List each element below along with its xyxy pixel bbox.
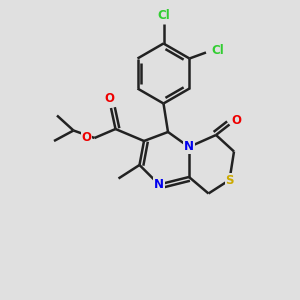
Text: Cl: Cl — [157, 9, 170, 22]
Text: O: O — [231, 114, 241, 127]
Text: Cl: Cl — [211, 44, 224, 58]
Text: N: N — [154, 178, 164, 191]
Text: S: S — [225, 173, 234, 187]
Text: O: O — [104, 92, 115, 106]
Text: O: O — [81, 131, 91, 144]
Text: N: N — [184, 140, 194, 154]
